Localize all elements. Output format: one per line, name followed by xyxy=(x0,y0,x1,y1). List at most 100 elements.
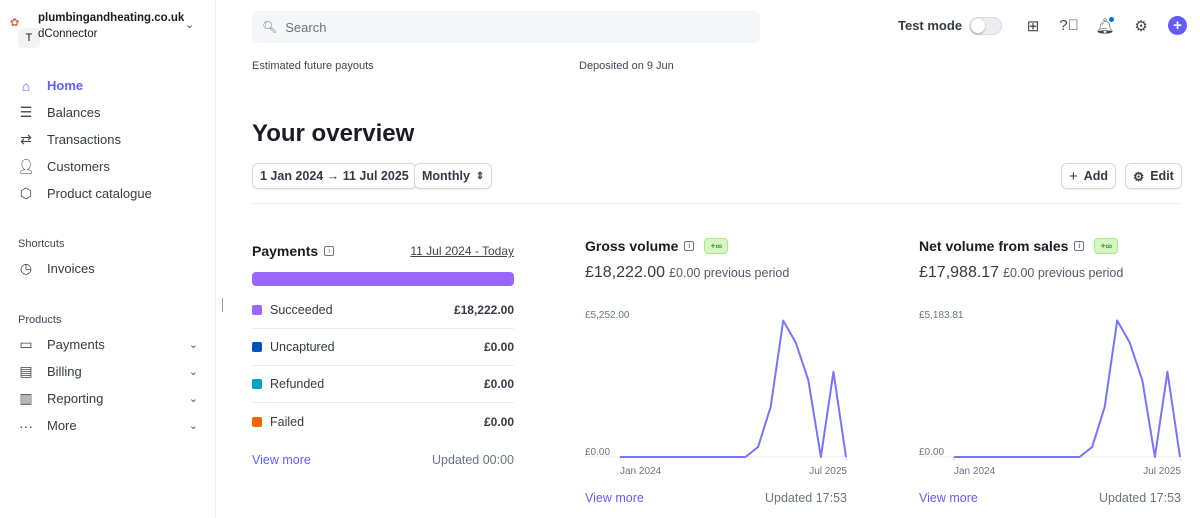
add-button[interactable]: + Add xyxy=(1061,163,1117,189)
sidebar-item-more[interactable]: ··· More ⌄ xyxy=(18,412,198,439)
payments-title: Payments xyxy=(252,243,319,259)
nav-label: More xyxy=(47,418,77,433)
chart-widget: Gross volume i +∞ £18,222.00 £0.00 previous… xyxy=(585,238,847,474)
sidebar-item-payments[interactable]: ▭ Payments ⌄ xyxy=(18,331,198,358)
product-icon: ⬡ xyxy=(19,185,33,201)
divider xyxy=(252,203,1180,204)
nav-label: Payments xyxy=(47,337,105,352)
series-line xyxy=(954,319,1181,458)
sidebar-item-transactions[interactable]: ⇄ Transactions xyxy=(18,126,198,153)
balances-icon: ☰ xyxy=(19,104,33,120)
status-label: Uncaptured xyxy=(270,340,335,354)
sidebar-item-product-catalogue[interactable]: ⬡ Product catalogue xyxy=(18,180,198,207)
sidebar-item-balances[interactable]: ☰ Balances xyxy=(18,99,198,126)
updated-text: Updated 17:53 xyxy=(1098,491,1181,505)
plus-icon: + xyxy=(1069,167,1078,185)
chart-title: Net volume from sales xyxy=(919,238,1069,254)
updown-icon: ⇕ xyxy=(475,170,485,182)
clock-icon: ◷ xyxy=(19,260,33,276)
apps-icon[interactable]: ⊞ xyxy=(1026,17,1040,35)
notification-dot xyxy=(1109,16,1115,22)
sidebar-item-customers[interactable]: 👤︎ Customers xyxy=(17,153,198,180)
billing-icon: ▤ xyxy=(19,363,33,379)
customers-icon: 👤︎ xyxy=(17,158,35,174)
status-swatch xyxy=(252,416,262,427)
status-label: Refunded xyxy=(270,377,325,391)
more-icon: ··· xyxy=(19,417,33,434)
nav-label: Customers xyxy=(47,159,110,174)
axis-label: Jul 2025 xyxy=(1143,466,1181,474)
edit-button[interactable]: ⚙ Edit xyxy=(1125,163,1182,189)
status-label: Succeeded xyxy=(270,303,333,317)
shortcuts-nav: Shortcuts ◷ Invoices xyxy=(18,233,198,282)
payment-row[interactable]: Succeeded £18,222.00 xyxy=(252,292,514,329)
chart-widget: Net volume from sales i +∞ £17,988.17 £0.00… xyxy=(919,238,1181,474)
line-chart: £5,252.00 £0.00 Jan 2024 Jul 2025 xyxy=(585,310,847,474)
nav-label: Invoices xyxy=(47,261,95,276)
test-mode-toggle[interactable] xyxy=(969,16,1003,35)
payments-widget: Payments i 11 Jul 2024 - Today Succeeded £1… xyxy=(252,242,514,440)
axis-label: Jul 2025 xyxy=(809,466,847,474)
search-input[interactable]: 🔍︎ Search xyxy=(252,11,760,43)
info-icon[interactable]: i xyxy=(324,246,335,256)
create-plus-icon[interactable]: + xyxy=(1168,16,1188,35)
status-swatch xyxy=(252,379,262,389)
nav-label: Balances xyxy=(47,105,101,120)
chevron-down-icon: ⌄ xyxy=(188,420,198,432)
updated-text: Updated 17:53 xyxy=(764,491,847,505)
view-more-link[interactable]: View more xyxy=(252,453,311,467)
chevron-down-icon: ⌄ xyxy=(188,393,198,405)
sidebar: ✿ T plumbingandheating.co.uk dConnector … xyxy=(0,0,216,518)
account-sub: dConnector xyxy=(38,28,98,40)
previous-period: £0.00 previous period xyxy=(1003,266,1124,280)
notifications-icon[interactable]: 🔔︎ xyxy=(1095,16,1115,35)
status-value: £0.00 xyxy=(483,377,514,391)
updated-text: Updated 00:00 xyxy=(431,453,514,467)
chevron-down-icon: ⌄ xyxy=(188,366,198,378)
search-icon: 🔍︎ xyxy=(262,20,278,34)
edit-label: Edit xyxy=(1150,169,1174,183)
status-swatch xyxy=(252,305,262,315)
gear-icon: ⚙ xyxy=(1133,169,1145,184)
status-value: £0.00 xyxy=(483,414,514,429)
view-more-link[interactable]: View more xyxy=(585,491,644,505)
search-placeholder: Search xyxy=(285,19,327,35)
help-icon[interactable]: ?⃝ xyxy=(1059,17,1079,34)
change-badge: +∞ xyxy=(704,238,729,254)
page-title: Your overview xyxy=(252,120,415,147)
payments-list: Succeeded £18,222.00 Uncaptured £0.00 Refund… xyxy=(252,292,514,440)
sidebar-item-home[interactable]: ⌂ Home xyxy=(18,72,198,99)
products-title: Products xyxy=(18,314,62,326)
account-logo-icon: ✿ xyxy=(10,17,20,29)
top-actions: Test mode ⊞ ?⃝ 🔔︎ ⚙ + xyxy=(898,16,1188,35)
chevron-down-icon: ⌄ xyxy=(185,19,195,31)
axis-label: £5,183.81 xyxy=(919,310,964,321)
sidebar-item-reporting[interactable]: ▥ Reporting ⌄ xyxy=(18,385,198,412)
info-icon[interactable]: i xyxy=(1074,241,1085,251)
account-name: plumbingandheating.co.uk xyxy=(38,12,185,24)
home-icon: ⌂ xyxy=(21,77,31,94)
chart-footer: View more Updated 17:53 xyxy=(919,491,1181,505)
gear-icon[interactable]: ⚙ xyxy=(1134,17,1148,35)
sidebar-resize-handle[interactable] xyxy=(222,298,223,312)
nav-label: Transactions xyxy=(47,132,121,147)
sidebar-item-billing[interactable]: ▤ Billing ⌄ xyxy=(18,358,198,385)
view-more-link[interactable]: View more xyxy=(919,491,978,505)
change-badge: +∞ xyxy=(1094,238,1119,254)
payments-bar xyxy=(252,272,514,286)
payments-footer: View more Updated 00:00 xyxy=(252,453,514,467)
payments-date-link[interactable]: 11 Jul 2024 - Today xyxy=(410,244,514,258)
nav-label: Reporting xyxy=(47,391,104,406)
sidebar-item-invoices[interactable]: ◷ Invoices xyxy=(18,255,198,282)
payments-icon: ▭ xyxy=(19,336,33,352)
payment-row[interactable]: Uncaptured £0.00 xyxy=(252,329,514,366)
info-icon[interactable]: i xyxy=(684,241,695,251)
date-range-button[interactable]: 1 Jan 2024 → 11 Jul 2025 xyxy=(252,163,417,189)
series-line xyxy=(620,319,847,458)
payment-row[interactable]: Refunded £0.00 xyxy=(252,366,514,403)
payment-row[interactable]: Failed £0.00 xyxy=(252,403,514,440)
interval-select[interactable]: Monthly ⇕ xyxy=(414,163,493,189)
nav-label: Billing xyxy=(47,364,82,379)
status-value: £0.00 xyxy=(483,340,514,354)
chevron-down-icon: ⌄ xyxy=(188,339,198,351)
